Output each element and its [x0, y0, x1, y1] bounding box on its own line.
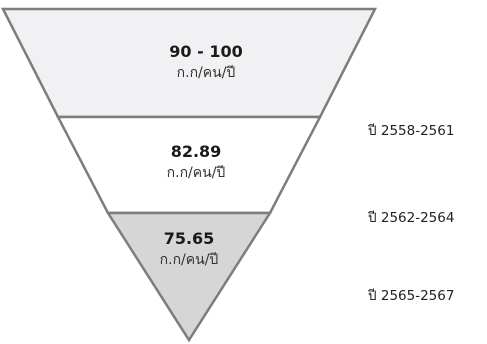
period-label-bottom: ปี 2565-2567: [367, 288, 454, 304]
tier-band-top: [0, 7, 378, 119]
period-label-middle: ปี 2562-2564: [367, 210, 454, 226]
period-label-top: ปี 2558-2561: [367, 123, 454, 139]
tier-value-bottom: 75.65: [164, 229, 215, 248]
tier-unit-middle: ก.ก/คน/ปี: [167, 165, 226, 181]
tier-value-middle: 82.89: [171, 142, 222, 161]
tier-unit-bottom: ก.ก/คน/ปี: [160, 252, 219, 268]
tier-band-bottom: [105, 211, 273, 343]
tier-unit-top: ก.ก/คน/ปี: [177, 65, 236, 81]
tier-value-top: 90 - 100: [169, 42, 242, 61]
